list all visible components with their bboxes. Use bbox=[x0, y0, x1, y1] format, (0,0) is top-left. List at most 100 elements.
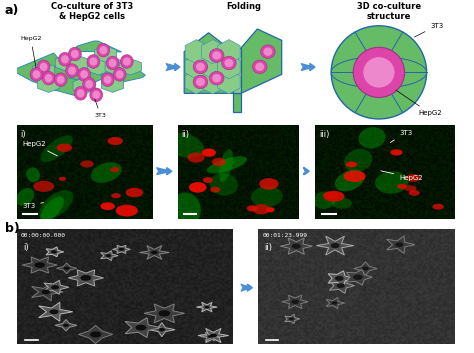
Ellipse shape bbox=[358, 127, 385, 149]
Polygon shape bbox=[196, 302, 217, 312]
Circle shape bbox=[54, 73, 67, 86]
Circle shape bbox=[335, 276, 344, 281]
Text: ii): ii) bbox=[264, 243, 272, 252]
Ellipse shape bbox=[335, 170, 365, 191]
Ellipse shape bbox=[33, 181, 54, 192]
Circle shape bbox=[37, 60, 50, 74]
Ellipse shape bbox=[259, 178, 279, 190]
Polygon shape bbox=[119, 59, 141, 75]
Ellipse shape bbox=[331, 197, 352, 209]
Text: b): b) bbox=[5, 222, 19, 235]
Polygon shape bbox=[201, 55, 224, 79]
Circle shape bbox=[90, 57, 97, 66]
Circle shape bbox=[193, 60, 208, 74]
Ellipse shape bbox=[409, 190, 420, 196]
Polygon shape bbox=[280, 238, 312, 254]
Polygon shape bbox=[125, 318, 161, 337]
Ellipse shape bbox=[404, 185, 417, 192]
Circle shape bbox=[120, 55, 133, 68]
Polygon shape bbox=[75, 41, 122, 52]
Polygon shape bbox=[201, 70, 224, 94]
Polygon shape bbox=[184, 33, 233, 93]
Circle shape bbox=[212, 74, 221, 82]
Circle shape bbox=[253, 60, 267, 74]
Polygon shape bbox=[100, 63, 146, 86]
Text: HepG2: HepG2 bbox=[381, 171, 423, 181]
Text: ii): ii) bbox=[182, 130, 190, 139]
Polygon shape bbox=[185, 70, 208, 94]
Circle shape bbox=[289, 317, 294, 321]
Ellipse shape bbox=[39, 190, 73, 219]
Polygon shape bbox=[54, 57, 110, 83]
Polygon shape bbox=[185, 55, 208, 79]
Polygon shape bbox=[328, 271, 353, 286]
Polygon shape bbox=[198, 328, 229, 343]
Circle shape bbox=[292, 244, 301, 249]
Ellipse shape bbox=[375, 171, 409, 194]
Circle shape bbox=[210, 334, 217, 337]
Circle shape bbox=[210, 49, 224, 62]
Ellipse shape bbox=[81, 160, 94, 168]
Circle shape bbox=[291, 299, 299, 304]
Ellipse shape bbox=[166, 133, 204, 158]
Polygon shape bbox=[326, 297, 345, 309]
Polygon shape bbox=[73, 78, 95, 94]
Circle shape bbox=[90, 88, 102, 102]
Circle shape bbox=[353, 47, 405, 97]
Circle shape bbox=[68, 66, 76, 75]
Text: 3D co-culture
structure: 3D co-culture structure bbox=[356, 2, 421, 21]
Circle shape bbox=[224, 59, 233, 67]
Ellipse shape bbox=[26, 167, 40, 182]
Circle shape bbox=[332, 301, 337, 305]
Circle shape bbox=[58, 53, 71, 66]
Polygon shape bbox=[32, 283, 64, 301]
Text: Co-culture of 3T3
& HepG2 cells: Co-culture of 3T3 & HepG2 cells bbox=[51, 2, 134, 21]
Circle shape bbox=[159, 328, 165, 331]
Polygon shape bbox=[218, 70, 240, 94]
Polygon shape bbox=[218, 55, 240, 79]
Circle shape bbox=[106, 56, 119, 70]
Text: 3T3: 3T3 bbox=[390, 130, 412, 143]
Text: i): i) bbox=[21, 130, 26, 139]
Circle shape bbox=[82, 77, 95, 91]
Circle shape bbox=[196, 78, 205, 86]
Polygon shape bbox=[354, 262, 377, 275]
Ellipse shape bbox=[110, 167, 119, 172]
Text: 3T3: 3T3 bbox=[414, 23, 444, 37]
Circle shape bbox=[64, 267, 70, 270]
Ellipse shape bbox=[210, 187, 220, 192]
Polygon shape bbox=[317, 236, 354, 255]
Circle shape bbox=[264, 48, 273, 56]
Ellipse shape bbox=[56, 144, 72, 152]
Ellipse shape bbox=[202, 149, 216, 157]
Circle shape bbox=[353, 275, 363, 280]
Polygon shape bbox=[56, 263, 77, 274]
Polygon shape bbox=[22, 257, 57, 273]
Ellipse shape bbox=[432, 204, 444, 210]
Circle shape bbox=[42, 71, 55, 85]
Circle shape bbox=[77, 89, 84, 97]
Ellipse shape bbox=[219, 149, 233, 182]
Text: HepG2: HepG2 bbox=[396, 90, 442, 116]
Circle shape bbox=[331, 26, 427, 119]
Circle shape bbox=[101, 73, 114, 86]
Circle shape bbox=[261, 45, 275, 59]
Text: a): a) bbox=[5, 4, 19, 17]
Ellipse shape bbox=[203, 177, 213, 183]
Ellipse shape bbox=[253, 204, 270, 215]
Text: 3T3: 3T3 bbox=[22, 203, 44, 209]
Circle shape bbox=[136, 325, 146, 330]
Polygon shape bbox=[101, 76, 124, 92]
Circle shape bbox=[51, 250, 57, 253]
Text: iii): iii) bbox=[319, 130, 330, 139]
Circle shape bbox=[68, 47, 82, 61]
Circle shape bbox=[123, 57, 131, 66]
Polygon shape bbox=[94, 46, 117, 62]
Polygon shape bbox=[201, 40, 224, 64]
Ellipse shape bbox=[212, 158, 226, 166]
Ellipse shape bbox=[187, 152, 205, 163]
Polygon shape bbox=[144, 304, 185, 323]
Circle shape bbox=[40, 63, 47, 71]
Polygon shape bbox=[387, 236, 415, 253]
Polygon shape bbox=[100, 251, 118, 261]
